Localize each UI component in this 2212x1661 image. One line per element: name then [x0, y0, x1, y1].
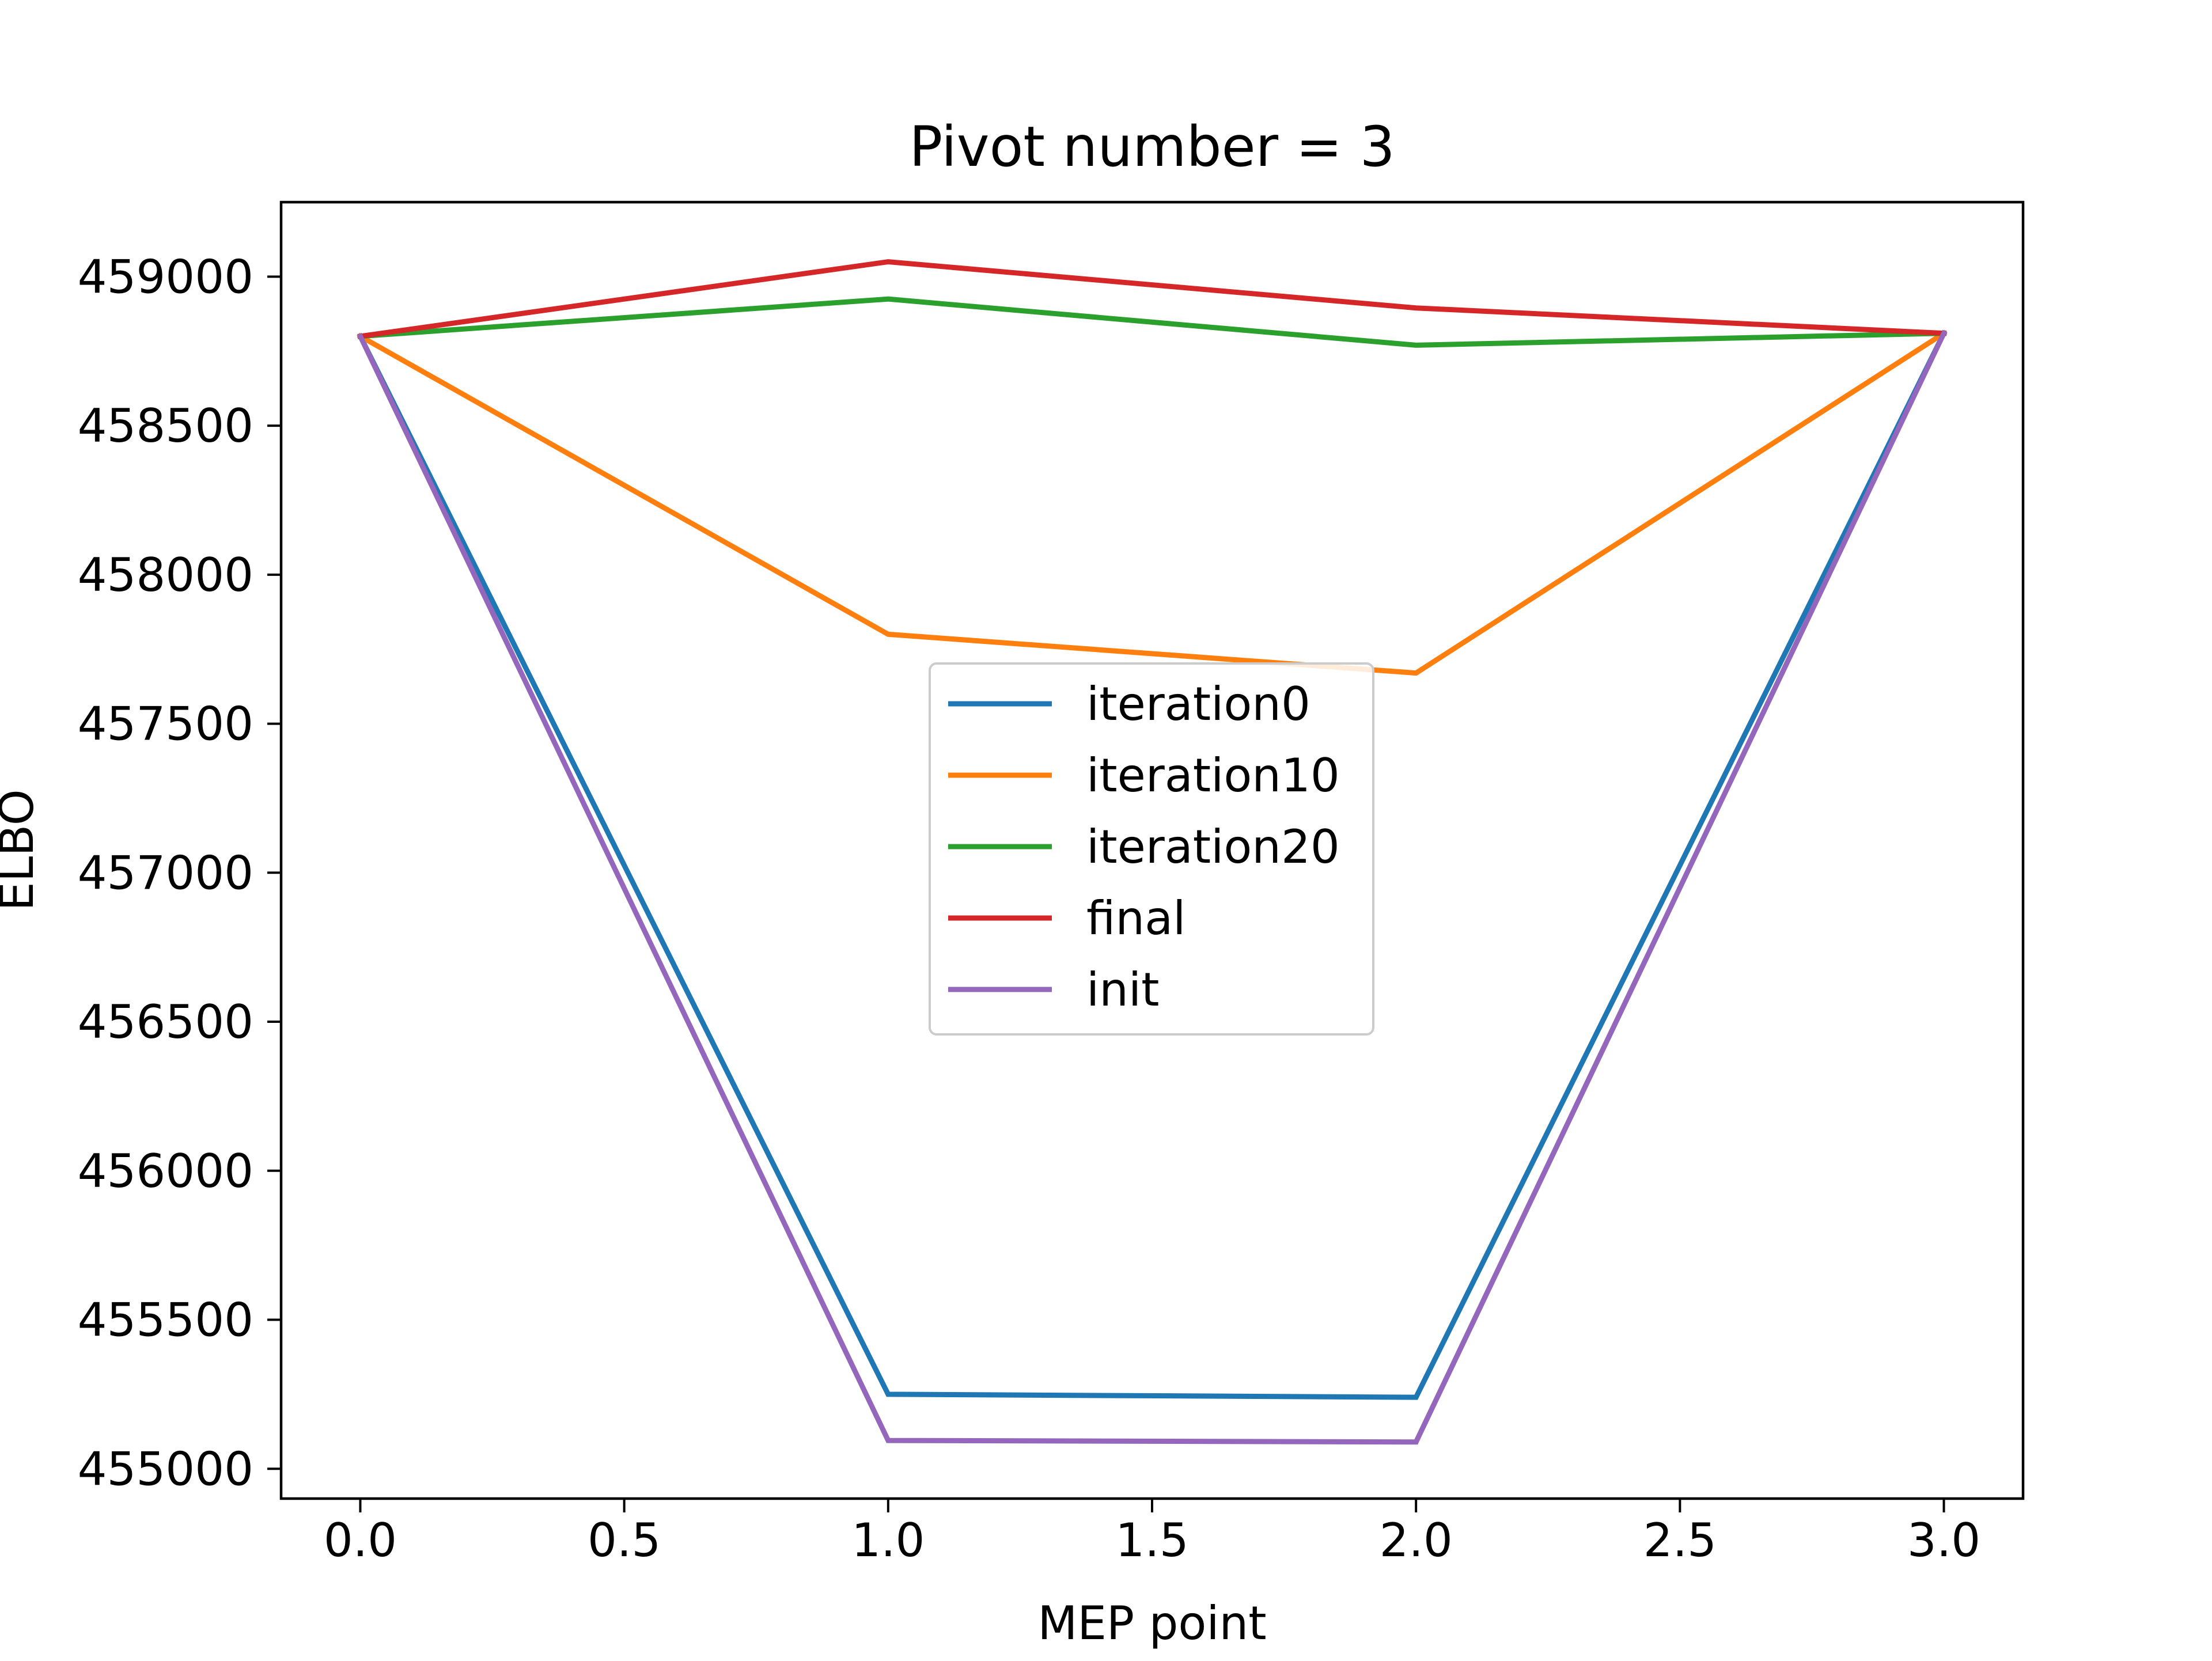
- x-tick-label: 1.0: [851, 1514, 925, 1567]
- y-tick-label: 455000: [78, 1442, 253, 1496]
- y-tick-label: 459000: [78, 250, 253, 304]
- legend: iteration0 iteration10 iteration20 final ini…: [929, 662, 1374, 1036]
- x-tick-label: 0.0: [324, 1514, 397, 1567]
- legend-label-iteration10: iteration10: [1086, 749, 1340, 802]
- y-tick-label: 458000: [78, 548, 253, 602]
- x-tick-label: 1.5: [1115, 1514, 1188, 1567]
- series-line-final: [357, 259, 1947, 339]
- chart-title: Pivot number = 3: [909, 115, 1395, 179]
- series-line-init: [357, 329, 1948, 1445]
- legend-label-iteration0: iteration0: [1086, 677, 1310, 731]
- plot-area: 0.0 0.5 1.0 1.5 2.0 2.5 3.0 455000 455500 456000 4…: [78, 250, 1981, 1567]
- legend-label-iteration20: iteration20: [1086, 820, 1340, 874]
- x-axis-label: MEP point: [1037, 1596, 1266, 1650]
- y-tick-label: 458500: [78, 399, 253, 453]
- x-tick-label: 2.0: [1380, 1514, 1453, 1567]
- y-tick-label: 455500: [78, 1294, 253, 1347]
- legend-label-init: init: [1086, 963, 1160, 1017]
- y-tick-label: 457500: [78, 697, 253, 751]
- y-tick-label: 456500: [78, 995, 253, 1049]
- x-tick-label: 2.5: [1643, 1514, 1717, 1567]
- x-tick-label: 3.0: [1907, 1514, 1980, 1567]
- series-line-iteration0: [357, 329, 1948, 1400]
- axes-frame: [279, 200, 2025, 1500]
- y-tick-label: 457000: [78, 846, 253, 900]
- series-line-iteration10: [357, 329, 1948, 676]
- series-line-iteration20: [357, 296, 1947, 348]
- legend-box: [929, 662, 1374, 1036]
- x-tick-label: 0.5: [588, 1514, 661, 1567]
- y-axis-label: ELBO: [0, 789, 44, 911]
- y-tick-label: 456000: [78, 1144, 253, 1198]
- legend-label-final: final: [1086, 892, 1185, 945]
